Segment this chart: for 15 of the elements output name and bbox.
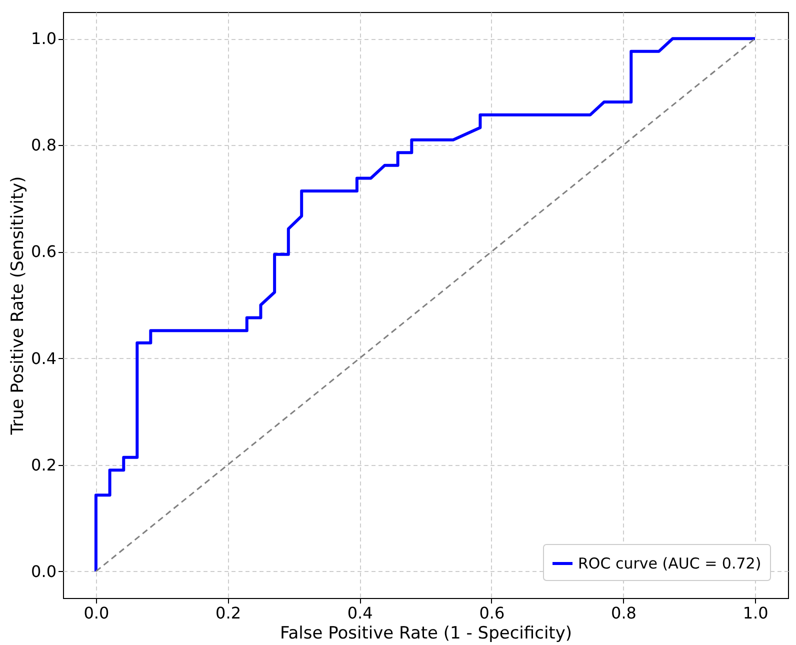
x-tick-label: 1.0 [742, 604, 768, 622]
y-tick-label: 0.4 [31, 348, 56, 368]
x-tick-label: 0.2 [216, 604, 241, 622]
legend-label: ROC curve (AUC = 0.72) [578, 554, 762, 572]
x-tick-label: 0.4 [347, 604, 373, 622]
x-tick-label: 0.0 [84, 604, 110, 622]
x-tick-label: 0.6 [479, 604, 505, 622]
y-tick-label: 0.6 [31, 242, 56, 262]
y-tick-label: 0.2 [31, 455, 56, 474]
y-axis-title: True Positive Rate (Sensitivity) [8, 176, 28, 436]
y-tick-label: 0.0 [31, 562, 56, 581]
x-tick-label: 0.8 [611, 604, 636, 622]
y-tick-label: 1.0 [31, 29, 56, 48]
y-tick-label: 0.8 [31, 136, 56, 155]
x-axis-title: False Positive Rate (1 - Specificity) [280, 624, 572, 644]
